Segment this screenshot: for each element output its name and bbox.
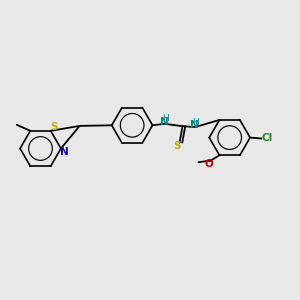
Text: H: H bbox=[162, 115, 169, 124]
Text: N: N bbox=[190, 120, 199, 130]
Text: O: O bbox=[205, 159, 213, 169]
Text: S: S bbox=[50, 122, 58, 132]
Text: H: H bbox=[192, 118, 199, 127]
Text: S: S bbox=[173, 141, 181, 151]
Text: N: N bbox=[160, 117, 169, 127]
Text: Cl: Cl bbox=[261, 134, 272, 143]
Text: N: N bbox=[59, 147, 68, 158]
